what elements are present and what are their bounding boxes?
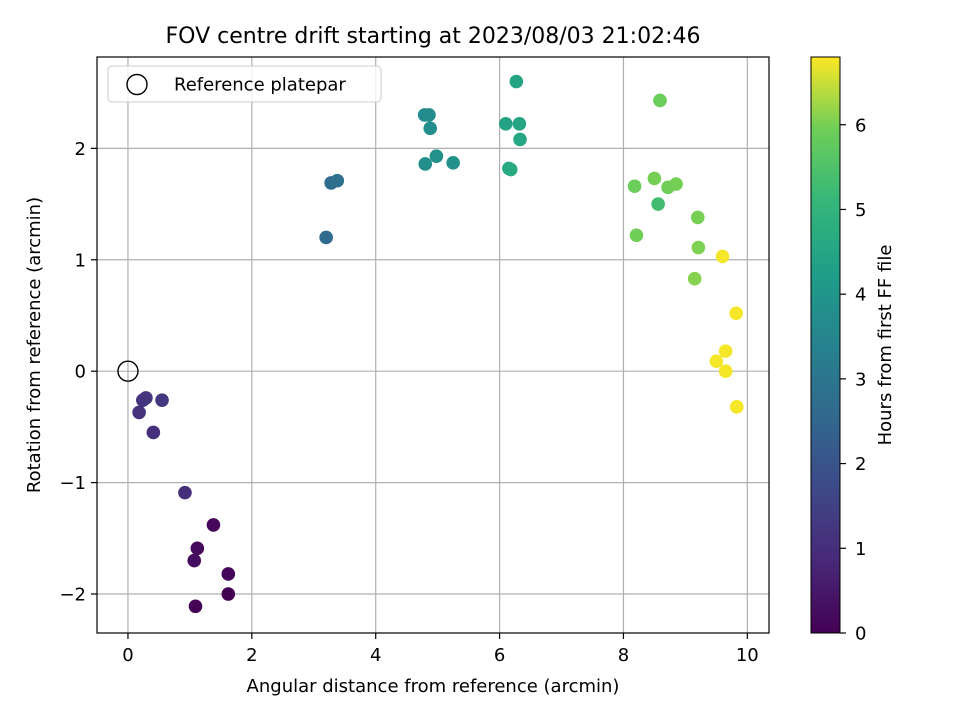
colorbar-tick-label: 6	[855, 115, 866, 136]
x-tick-label: 10	[736, 645, 759, 666]
scatter-point	[429, 149, 444, 163]
scatter-point	[687, 271, 702, 286]
scatter-point	[319, 230, 333, 245]
data-points	[132, 74, 744, 614]
scatter-point	[512, 117, 527, 131]
scatter-point	[669, 177, 683, 191]
scatter-point	[498, 117, 513, 131]
scatter-point	[206, 518, 221, 532]
legend-box	[107, 65, 382, 103]
scatter-point	[651, 197, 665, 211]
scatter-point	[715, 249, 730, 264]
scatter-point	[509, 74, 524, 89]
scatter-point	[718, 344, 733, 358]
x-tick-label: 6	[494, 645, 505, 666]
scatter-point	[729, 306, 743, 321]
scatter-point	[627, 179, 642, 194]
colorbar-tick-label: 5	[855, 200, 866, 221]
scatter-point	[422, 108, 436, 122]
scatter-point	[446, 156, 460, 170]
x-tick-label: 4	[370, 645, 381, 666]
grid	[97, 57, 769, 633]
scatter-point	[647, 171, 662, 186]
reference-point	[117, 360, 139, 382]
colorbar-tick-label: 2	[855, 454, 866, 475]
legend: Reference platepar	[107, 65, 382, 103]
y-tick-label: 0	[75, 362, 86, 383]
scatter-point	[418, 157, 433, 171]
scatter-point	[155, 393, 169, 407]
scatter-point	[691, 240, 706, 255]
scatter-point	[513, 132, 527, 147]
scatter-point	[423, 121, 438, 136]
x-axis-ticks: 0 2 4 6 8 10	[122, 633, 759, 666]
scatter-point	[729, 400, 744, 414]
scatter-point	[221, 567, 236, 581]
x-tick-label: 2	[246, 645, 257, 666]
colorbar-gradient	[810, 56, 841, 634]
x-tick-label: 8	[618, 645, 629, 666]
colorbar-tick-label: 1	[855, 539, 866, 560]
y-tick-label: −1	[59, 473, 86, 494]
scatter-point	[709, 354, 724, 368]
colorbar: 0 1 2 3 4 5 6 Hours from first FF file	[810, 56, 896, 645]
scatter-point	[330, 173, 345, 188]
scatter-point	[629, 228, 644, 243]
colorbar-tick-label: 3	[855, 369, 866, 390]
scatter-point	[690, 210, 705, 225]
colorbar-label: Hours from first FF file	[875, 245, 896, 446]
y-axis-label: Rotation from reference (arcmin)	[24, 197, 45, 493]
reference-platepar-marker	[117, 360, 139, 382]
scatter-point	[221, 587, 236, 601]
colorbar-ticks: 0 1 2 3 4 5 6	[840, 115, 866, 645]
scatter-point	[190, 541, 205, 556]
scatter-point	[146, 425, 161, 440]
scatter-point	[132, 405, 146, 420]
scatter-point	[139, 391, 153, 405]
scatter-point	[187, 553, 202, 568]
scatter-point	[718, 364, 733, 378]
scatter-point	[178, 485, 192, 500]
colorbar-tick-label: 4	[855, 285, 866, 306]
y-tick-label: 2	[75, 139, 86, 160]
plot-frame	[96, 56, 770, 634]
chart-title: FOV centre drift starting at 2023/08/03 …	[166, 24, 701, 49]
legend-label-reference-platepar: Reference platepar	[174, 75, 346, 96]
x-tick-label: 0	[122, 645, 133, 666]
x-axis-label: Angular distance from reference (arcmin)	[247, 676, 620, 697]
y-tick-label: −2	[59, 585, 86, 606]
legend-marker-open-circle	[126, 73, 148, 96]
scatter-point	[503, 162, 518, 177]
scatter-point	[188, 599, 203, 614]
y-axis-ticks: −2 −1 0 1 2	[59, 139, 97, 606]
y-tick-label: 1	[75, 250, 86, 271]
scatter-point	[653, 93, 667, 108]
colorbar-tick-label: 0	[855, 624, 866, 645]
